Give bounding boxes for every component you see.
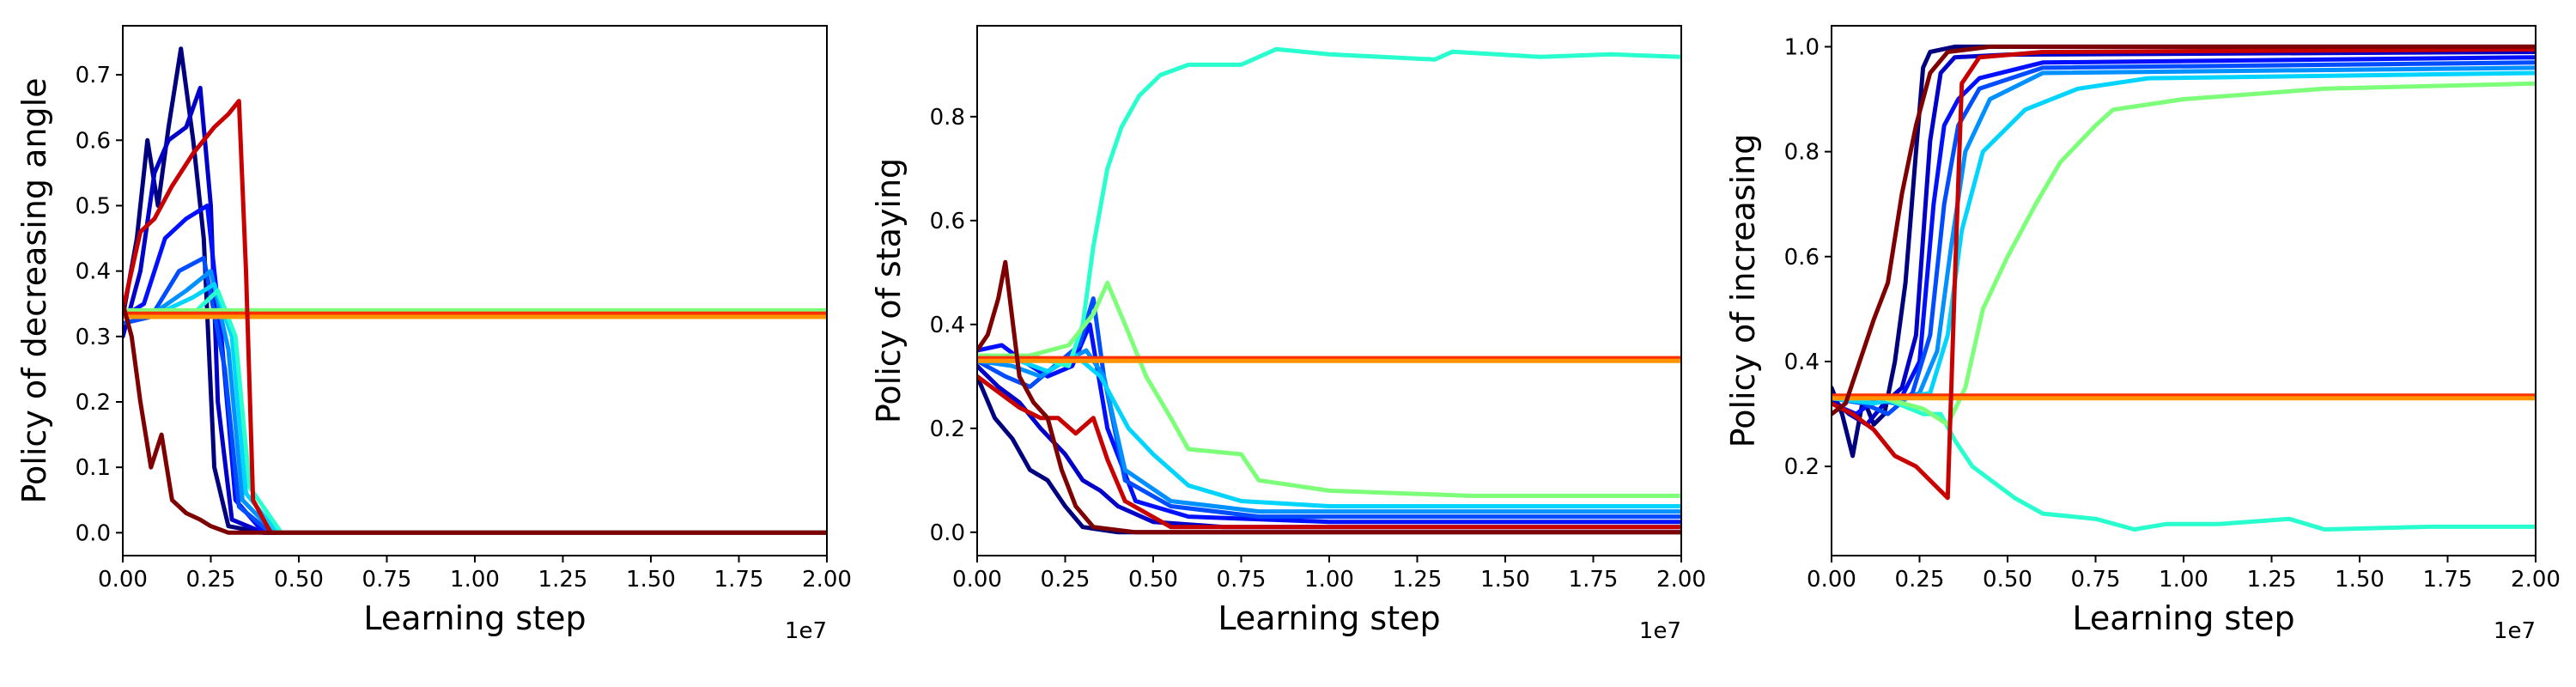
x-tick-label: 1.25	[1393, 567, 1443, 593]
x-tick-label: 2.00	[802, 567, 852, 593]
x-tick-label: 0.00	[1807, 567, 1856, 593]
x-tick-label: 1.00	[450, 567, 500, 593]
y-tick-label: 0.2	[1784, 454, 1820, 480]
series-group	[123, 46, 827, 535]
x-tick-label: 0.25	[186, 567, 236, 593]
y-ticks: 0.0 0.2 0.4 0.6 0.8	[930, 105, 977, 546]
series-line-12	[1832, 44, 2536, 416]
series-line-4	[1832, 60, 2536, 416]
series-line-11	[1832, 47, 2536, 501]
series-line-12	[123, 301, 827, 535]
x-axis-label: Learning step	[2072, 599, 2294, 637]
series-line-3	[1832, 55, 2536, 416]
series-line-2	[977, 363, 1681, 530]
x-scale-label: 1e7	[2494, 618, 2536, 644]
series-line-1	[977, 374, 1681, 535]
x-ticks: 0.00 0.25 0.50 0.75 1.00 1.25 1.50 1.75 2.00	[98, 556, 852, 593]
x-scale-label: 1e7	[785, 618, 827, 644]
y-axis-label: Policy of decreasing angle	[15, 77, 53, 503]
x-tick-label: 2.00	[1656, 567, 1706, 593]
x-tick-label: 1.50	[2335, 567, 2385, 593]
x-tick-label: 0.75	[362, 567, 412, 593]
y-tick-label: 0.1	[76, 455, 111, 481]
y-tick-label: 0.7	[76, 63, 111, 88]
x-scale-label: 1e7	[1639, 618, 1681, 644]
series-line-6	[977, 353, 1681, 508]
x-tick-label: 1.25	[2247, 567, 2297, 593]
x-ticks: 0.00 0.25 0.50 0.75 1.00 1.25 1.50 1.75 2.00	[952, 556, 1706, 593]
y-tick-label: 0.8	[930, 105, 965, 131]
y-tick-label: 0.2	[930, 416, 965, 442]
series-line-8	[1832, 81, 2536, 427]
y-tick-label: 0.3	[76, 325, 111, 350]
x-ticks: 0.00 0.25 0.50 0.75 1.00 1.25 1.50 1.75 2.00	[1807, 556, 2561, 593]
subplot-decreasing-angle: 0.00 0.25 0.50 0.75 1.00 1.25 1.50 1.75 2.00 0.0…	[15, 25, 852, 644]
y-tick-label: 0.6	[1784, 245, 1820, 271]
x-tick-label: 0.00	[952, 567, 1002, 593]
y-axis-label: Policy of staying	[870, 158, 908, 423]
series-line-11	[977, 374, 1681, 530]
series-line-12	[977, 259, 1681, 535]
x-tick-label: 0.75	[2071, 567, 2121, 593]
series-line-5	[1832, 65, 2536, 406]
series-line-4	[977, 296, 1681, 520]
y-tick-label: 0.4	[930, 313, 965, 338]
x-tick-label: 0.50	[1983, 567, 2032, 593]
x-tick-label: 0.00	[98, 567, 148, 593]
subplot-staying: 0.00 0.25 0.50 0.75 1.00 1.25 1.50 1.75 2.00 0.0…	[870, 25, 1706, 644]
y-tick-label: 0.0	[930, 520, 965, 546]
x-tick-label: 0.25	[1041, 567, 1091, 593]
series-line-2	[123, 85, 827, 535]
y-tick-label: 0.4	[76, 259, 111, 285]
x-tick-label: 0.50	[1128, 567, 1178, 593]
y-tick-label: 0.4	[1784, 350, 1820, 375]
x-tick-label: 1.00	[2159, 567, 2208, 593]
y-tick-label: 0.0	[76, 520, 111, 546]
y-tick-label: 0.2	[76, 390, 111, 416]
x-tick-label: 1.00	[1304, 567, 1354, 593]
y-axis-label: Policy of increasing	[1724, 134, 1762, 448]
x-tick-label: 1.75	[2423, 567, 2473, 593]
series-line-11	[123, 99, 827, 535]
y-ticks: 0.0 0.1 0.2 0.3 0.4 0.5 0.6 0.7	[76, 63, 123, 546]
y-ticks: 0.2 0.4 0.6 0.8 1.0	[1784, 34, 1832, 480]
x-axis-label: Learning step	[363, 599, 586, 637]
series-line-1	[123, 46, 827, 535]
series-line-8	[977, 280, 1681, 498]
x-tick-label: 2.00	[2511, 567, 2561, 593]
x-tick-label: 0.75	[1217, 567, 1267, 593]
axes-frame	[976, 25, 1682, 556]
subplot-increasing: 0.00 0.25 0.50 0.75 1.00 1.25 1.50 1.75 2.00 0.2…	[1724, 25, 2561, 644]
y-tick-label: 0.5	[76, 193, 111, 219]
y-tick-label: 0.6	[930, 209, 965, 234]
x-tick-label: 1.75	[1569, 567, 1619, 593]
x-axis-label: Learning step	[1218, 599, 1440, 637]
series-line-5	[977, 348, 1681, 514]
y-tick-label: 1.0	[1784, 34, 1820, 60]
x-tick-label: 0.25	[1895, 567, 1945, 593]
x-tick-label: 0.50	[274, 567, 324, 593]
series-line-7	[977, 46, 1681, 368]
x-tick-label: 1.75	[714, 567, 764, 593]
x-tick-label: 1.25	[538, 567, 588, 593]
series-line-1	[1832, 44, 2536, 459]
x-tick-label: 1.50	[1480, 567, 1530, 593]
series-group	[1832, 44, 2536, 532]
x-tick-label: 1.50	[626, 567, 676, 593]
y-tick-label: 0.8	[1784, 140, 1820, 166]
series-group	[977, 46, 1681, 535]
y-tick-label: 0.6	[76, 128, 111, 154]
